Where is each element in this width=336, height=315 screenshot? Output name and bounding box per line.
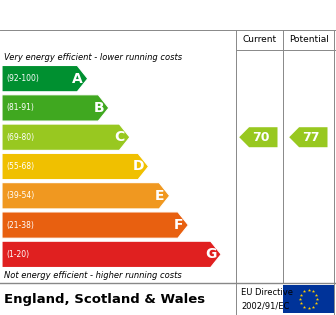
Text: (1-20): (1-20) bbox=[6, 250, 29, 259]
Text: Current: Current bbox=[243, 36, 277, 44]
Text: England, Scotland & Wales: England, Scotland & Wales bbox=[4, 293, 205, 306]
Polygon shape bbox=[2, 153, 149, 180]
Text: Potential: Potential bbox=[290, 36, 329, 44]
Polygon shape bbox=[289, 127, 328, 147]
Text: B: B bbox=[93, 101, 104, 115]
Text: D: D bbox=[133, 159, 144, 174]
Text: EU Directive: EU Directive bbox=[241, 288, 293, 297]
Text: 70: 70 bbox=[253, 131, 270, 144]
Polygon shape bbox=[2, 66, 88, 92]
Text: Very energy efficient - lower running costs: Very energy efficient - lower running co… bbox=[4, 53, 182, 61]
Text: 77: 77 bbox=[302, 131, 320, 144]
Polygon shape bbox=[2, 124, 130, 150]
Polygon shape bbox=[2, 241, 221, 267]
FancyBboxPatch shape bbox=[283, 285, 334, 313]
Text: C: C bbox=[115, 130, 125, 144]
Polygon shape bbox=[2, 95, 109, 121]
Text: (92-100): (92-100) bbox=[6, 74, 39, 83]
Text: F: F bbox=[174, 218, 183, 232]
Polygon shape bbox=[239, 127, 278, 147]
Polygon shape bbox=[2, 212, 188, 238]
Text: (69-80): (69-80) bbox=[6, 133, 34, 142]
Text: E: E bbox=[155, 189, 164, 203]
Text: 2002/91/EC: 2002/91/EC bbox=[241, 301, 289, 311]
Text: (39-54): (39-54) bbox=[6, 191, 34, 200]
Text: Energy Efficiency Rating: Energy Efficiency Rating bbox=[10, 8, 231, 22]
Text: (55-68): (55-68) bbox=[6, 162, 34, 171]
Text: G: G bbox=[205, 247, 217, 261]
Text: (81-91): (81-91) bbox=[6, 103, 34, 112]
Text: Not energy efficient - higher running costs: Not energy efficient - higher running co… bbox=[4, 272, 182, 280]
Polygon shape bbox=[2, 183, 170, 209]
Text: (21-38): (21-38) bbox=[6, 220, 34, 230]
Text: A: A bbox=[72, 72, 83, 86]
